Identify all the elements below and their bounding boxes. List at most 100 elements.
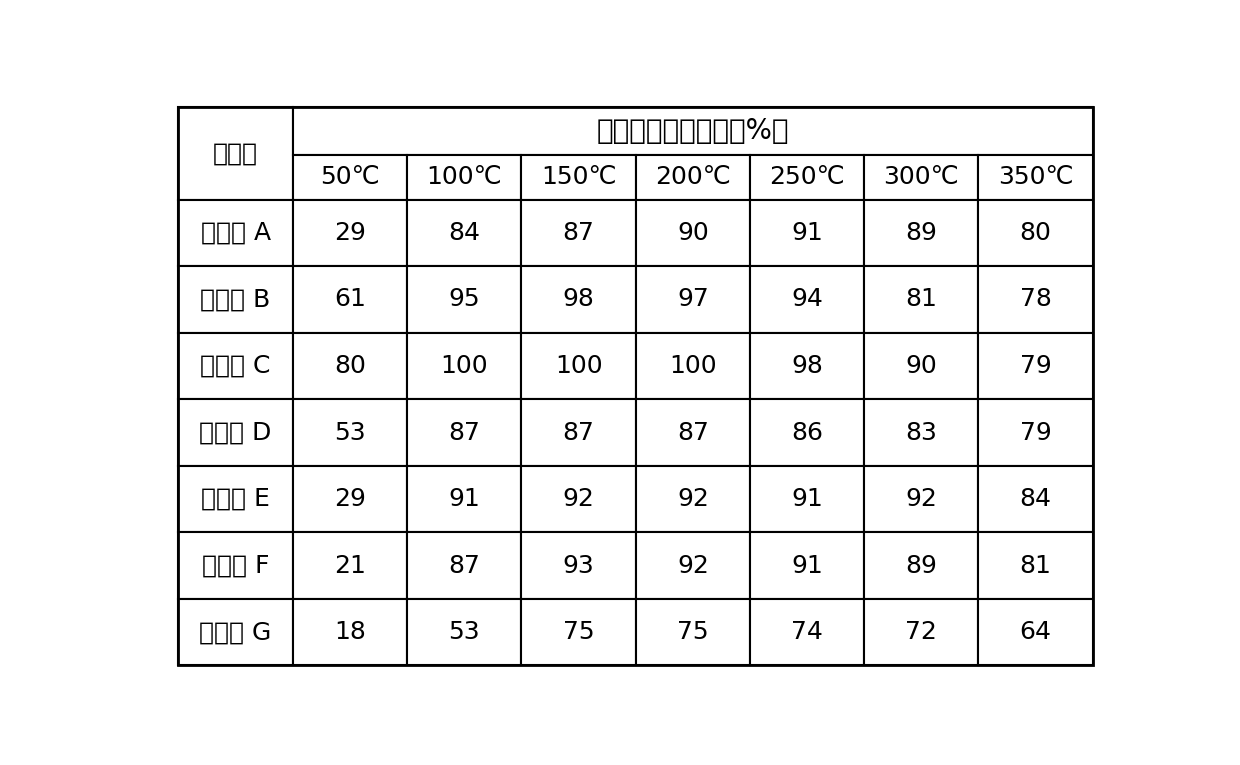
Text: 250℃: 250℃	[769, 165, 844, 189]
Bar	[179, 266, 293, 333]
Text: 催化剂 C: 催化剂 C	[201, 354, 270, 378]
Text: 87: 87	[449, 421, 480, 444]
Bar	[978, 333, 1092, 399]
Bar	[179, 466, 293, 532]
Text: 83: 83	[905, 421, 937, 444]
Bar	[978, 532, 1092, 599]
Bar	[864, 200, 978, 266]
Bar	[407, 155, 522, 200]
Text: 200℃: 200℃	[655, 165, 730, 189]
Bar	[864, 532, 978, 599]
Bar	[636, 200, 750, 266]
Text: 100: 100	[670, 354, 717, 378]
Text: 92: 92	[563, 487, 594, 511]
Bar	[636, 155, 750, 200]
Text: 79: 79	[1019, 354, 1052, 378]
Bar	[522, 266, 636, 333]
Bar	[522, 155, 636, 200]
Text: 84: 84	[1019, 487, 1052, 511]
Text: 98: 98	[563, 288, 594, 311]
Text: 29: 29	[334, 221, 366, 245]
Text: 150℃: 150℃	[541, 165, 616, 189]
Bar	[179, 599, 293, 666]
Bar	[522, 200, 636, 266]
Bar	[522, 399, 636, 466]
Bar	[864, 599, 978, 666]
Text: 90: 90	[677, 221, 709, 245]
Text: 300℃: 300℃	[883, 165, 960, 189]
Text: 催化剂 G: 催化剂 G	[200, 620, 272, 644]
Bar	[293, 200, 407, 266]
Text: 89: 89	[905, 221, 937, 245]
Bar	[978, 200, 1092, 266]
Bar	[750, 266, 864, 333]
Bar	[179, 107, 293, 200]
Text: 29: 29	[334, 487, 366, 511]
Text: 97: 97	[677, 288, 709, 311]
Bar	[407, 266, 522, 333]
Text: 催化剂 D: 催化剂 D	[200, 421, 272, 444]
Text: 催化剂 B: 催化剂 B	[201, 288, 270, 311]
Text: 53: 53	[449, 620, 480, 644]
Bar	[978, 155, 1092, 200]
Text: 87: 87	[563, 421, 594, 444]
Bar	[293, 532, 407, 599]
Text: 84: 84	[449, 221, 480, 245]
Bar	[522, 599, 636, 666]
Text: 催化剂 E: 催化剂 E	[201, 487, 270, 511]
Text: 79: 79	[1019, 421, 1052, 444]
Text: 94: 94	[791, 288, 823, 311]
Text: 18: 18	[334, 620, 366, 644]
Bar	[978, 399, 1092, 466]
Bar	[407, 399, 522, 466]
Text: 催化剂: 催化剂	[213, 142, 258, 165]
Text: 89: 89	[905, 554, 937, 578]
Text: 75: 75	[677, 620, 709, 644]
Bar	[864, 155, 978, 200]
Text: 64: 64	[1019, 620, 1052, 644]
Text: 350℃: 350℃	[998, 165, 1074, 189]
Bar	[293, 399, 407, 466]
Bar	[636, 399, 750, 466]
Text: 91: 91	[791, 554, 823, 578]
Text: 91: 91	[791, 221, 823, 245]
Text: 100℃: 100℃	[427, 165, 502, 189]
Bar	[978, 599, 1092, 666]
Bar	[636, 266, 750, 333]
Text: 92: 92	[677, 487, 709, 511]
Text: 78: 78	[1019, 288, 1052, 311]
Text: 81: 81	[1019, 554, 1052, 578]
Text: 72: 72	[905, 620, 937, 644]
Bar	[750, 599, 864, 666]
Bar	[179, 532, 293, 599]
Bar	[293, 107, 1092, 155]
Bar	[407, 599, 522, 666]
Text: 87: 87	[563, 221, 594, 245]
Text: 92: 92	[905, 487, 937, 511]
Bar	[750, 155, 864, 200]
Bar	[750, 333, 864, 399]
Bar	[636, 333, 750, 399]
Bar	[636, 466, 750, 532]
Bar	[179, 200, 293, 266]
Text: 87: 87	[677, 421, 709, 444]
Text: 93: 93	[563, 554, 594, 578]
Text: 80: 80	[1019, 221, 1052, 245]
Bar	[293, 333, 407, 399]
Bar	[522, 466, 636, 532]
Text: 氮氧化物的转化率（%）: 氮氧化物的转化率（%）	[596, 117, 789, 145]
Text: 74: 74	[791, 620, 823, 644]
Bar	[636, 599, 750, 666]
Bar	[750, 200, 864, 266]
Text: 87: 87	[449, 554, 480, 578]
Bar	[293, 466, 407, 532]
Text: 98: 98	[791, 354, 823, 378]
Bar	[750, 466, 864, 532]
Bar	[750, 532, 864, 599]
Bar	[407, 532, 522, 599]
Bar	[864, 399, 978, 466]
Text: 86: 86	[791, 421, 823, 444]
Text: 90: 90	[905, 354, 937, 378]
Bar	[179, 399, 293, 466]
Bar	[407, 466, 522, 532]
